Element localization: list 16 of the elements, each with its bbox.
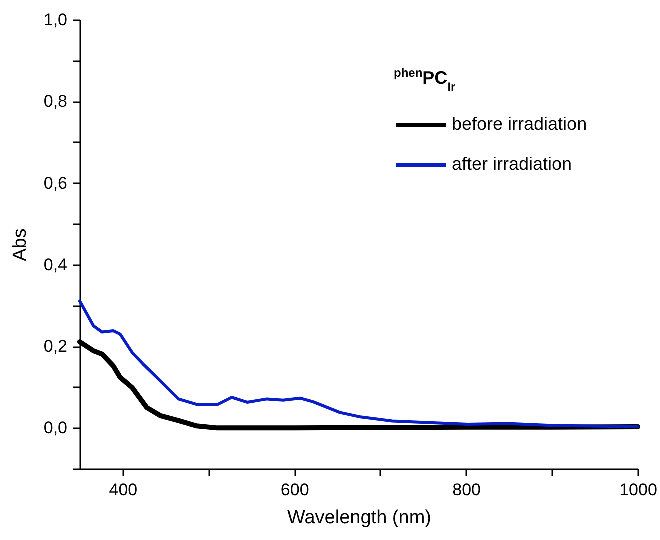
legend-label: before irradiation bbox=[452, 114, 588, 134]
x-tick-label: 400 bbox=[109, 480, 138, 500]
y-tick-label: 0,2 bbox=[44, 337, 68, 356]
y-tick-label: 1,0 bbox=[44, 10, 68, 30]
legend-title: $^{phen}$PC$_{Ir}$ bbox=[394, 66, 456, 94]
y-tick-label: 0,0 bbox=[44, 418, 68, 438]
y-tick-label: 0,6 bbox=[44, 174, 68, 193]
y-tick-label: 0,4 bbox=[44, 255, 68, 274]
line-series bbox=[78, 300, 640, 428]
y-axis-title: Abs bbox=[10, 228, 31, 262]
x-tick-label: 600 bbox=[280, 480, 310, 500]
legend-label: after irradiation bbox=[452, 154, 572, 174]
x-tick-label: 800 bbox=[452, 480, 481, 500]
y-tick-label: 0,8 bbox=[44, 92, 68, 112]
x-tick-label: 1000 bbox=[620, 480, 658, 500]
x-axis-title: Wavelength (nm) bbox=[288, 508, 432, 528]
